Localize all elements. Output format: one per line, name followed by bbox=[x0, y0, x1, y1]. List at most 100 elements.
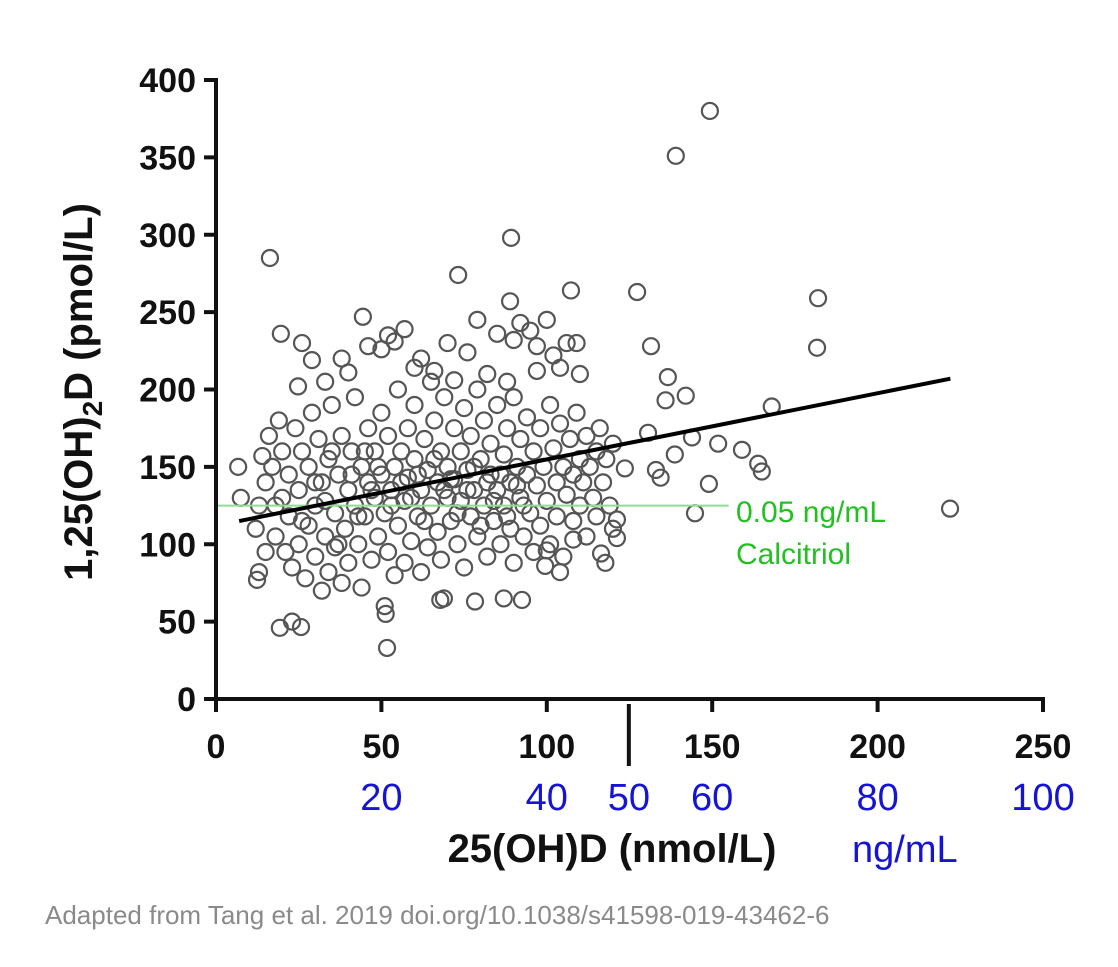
y-title-rest: D (pmol/L) bbox=[57, 203, 101, 401]
data-point bbox=[468, 380, 487, 399]
data-point bbox=[547, 507, 566, 526]
ngml-tick-label: 100 bbox=[1011, 777, 1074, 819]
y-tick-label: 0 bbox=[177, 681, 196, 719]
x-tick-label: 100 bbox=[518, 728, 575, 766]
data-point bbox=[596, 553, 615, 572]
data-point bbox=[388, 380, 408, 399]
data-point bbox=[375, 597, 394, 616]
data-point bbox=[405, 395, 424, 415]
data-point bbox=[329, 535, 348, 554]
data-point bbox=[434, 589, 454, 608]
data-point bbox=[377, 638, 397, 658]
data-point bbox=[676, 386, 695, 405]
data-point bbox=[577, 527, 596, 546]
data-point bbox=[557, 485, 576, 504]
data-point bbox=[603, 519, 623, 538]
x-tick-label: 200 bbox=[849, 728, 906, 766]
data-point bbox=[504, 553, 523, 572]
data-point bbox=[312, 473, 331, 492]
data-point bbox=[514, 527, 533, 546]
data-point bbox=[709, 434, 728, 453]
data-point bbox=[593, 473, 613, 492]
ngml-unit-label: ng/mL bbox=[852, 829, 958, 871]
data-point bbox=[474, 411, 494, 430]
data-point bbox=[349, 535, 368, 554]
data-point bbox=[428, 522, 447, 541]
data-point bbox=[359, 337, 378, 356]
data-point bbox=[312, 581, 331, 600]
data-point bbox=[501, 519, 520, 538]
data-point bbox=[247, 570, 267, 589]
data-point bbox=[282, 612, 302, 631]
data-point bbox=[345, 388, 365, 407]
data-point bbox=[458, 343, 477, 362]
data-point bbox=[560, 429, 580, 449]
data-point bbox=[279, 465, 298, 484]
data-point bbox=[411, 349, 431, 368]
data-point bbox=[368, 457, 388, 476]
data-point bbox=[378, 326, 398, 345]
data-point bbox=[461, 426, 480, 446]
data-point bbox=[288, 377, 308, 396]
data-point bbox=[385, 332, 404, 351]
data-point bbox=[299, 457, 318, 476]
ngml-tick-label: 60 bbox=[691, 777, 733, 819]
data-point bbox=[388, 516, 408, 535]
data-point bbox=[286, 419, 305, 438]
data-point bbox=[355, 442, 374, 461]
data-point bbox=[491, 535, 510, 554]
data-point bbox=[511, 429, 530, 449]
data-point bbox=[415, 429, 434, 449]
y-title-sub: 2 bbox=[77, 401, 108, 417]
data-point bbox=[554, 547, 573, 566]
data-point bbox=[263, 457, 282, 476]
data-point bbox=[322, 442, 341, 461]
data-point bbox=[253, 446, 272, 466]
ngml-tick-label: 40 bbox=[526, 777, 568, 819]
data-point bbox=[512, 590, 532, 610]
data-point bbox=[425, 411, 444, 430]
data-point bbox=[332, 426, 351, 446]
data-point bbox=[580, 457, 599, 476]
data-point bbox=[458, 480, 477, 500]
y-tick-label: 200 bbox=[139, 372, 196, 410]
data-point bbox=[590, 419, 609, 438]
data-point bbox=[501, 228, 521, 247]
data-point bbox=[547, 473, 566, 492]
data-point bbox=[584, 488, 603, 507]
data-point bbox=[517, 465, 537, 484]
data-point bbox=[342, 442, 361, 461]
data-point bbox=[488, 324, 507, 343]
data-point bbox=[408, 465, 427, 484]
data-point bbox=[359, 419, 378, 438]
data-point bbox=[352, 578, 371, 597]
data-point bbox=[494, 589, 513, 608]
data-point bbox=[561, 281, 581, 300]
data-point bbox=[544, 346, 563, 365]
data-point bbox=[550, 563, 570, 582]
data-point bbox=[541, 535, 560, 554]
data-point bbox=[332, 573, 351, 593]
data-point bbox=[282, 558, 302, 577]
data-point bbox=[507, 476, 527, 495]
data-point bbox=[567, 333, 586, 353]
data-point bbox=[349, 507, 368, 526]
data-point bbox=[306, 547, 325, 566]
data-point bbox=[700, 101, 719, 121]
data-point bbox=[259, 426, 279, 446]
data-point bbox=[537, 310, 556, 329]
data-point bbox=[411, 563, 431, 582]
data-point bbox=[316, 372, 335, 391]
regression-line bbox=[238, 376, 951, 523]
y-tick-label: 250 bbox=[139, 294, 196, 332]
data-point bbox=[550, 358, 570, 377]
data-point bbox=[491, 465, 510, 484]
data-point bbox=[517, 408, 537, 427]
data-point bbox=[524, 442, 543, 461]
data-point bbox=[537, 491, 556, 511]
data-point bbox=[378, 542, 398, 562]
y-axis-title: 1,25(OH)2D (pmol/L) bbox=[57, 203, 108, 581]
data-point bbox=[615, 459, 634, 478]
data-point bbox=[494, 445, 513, 464]
